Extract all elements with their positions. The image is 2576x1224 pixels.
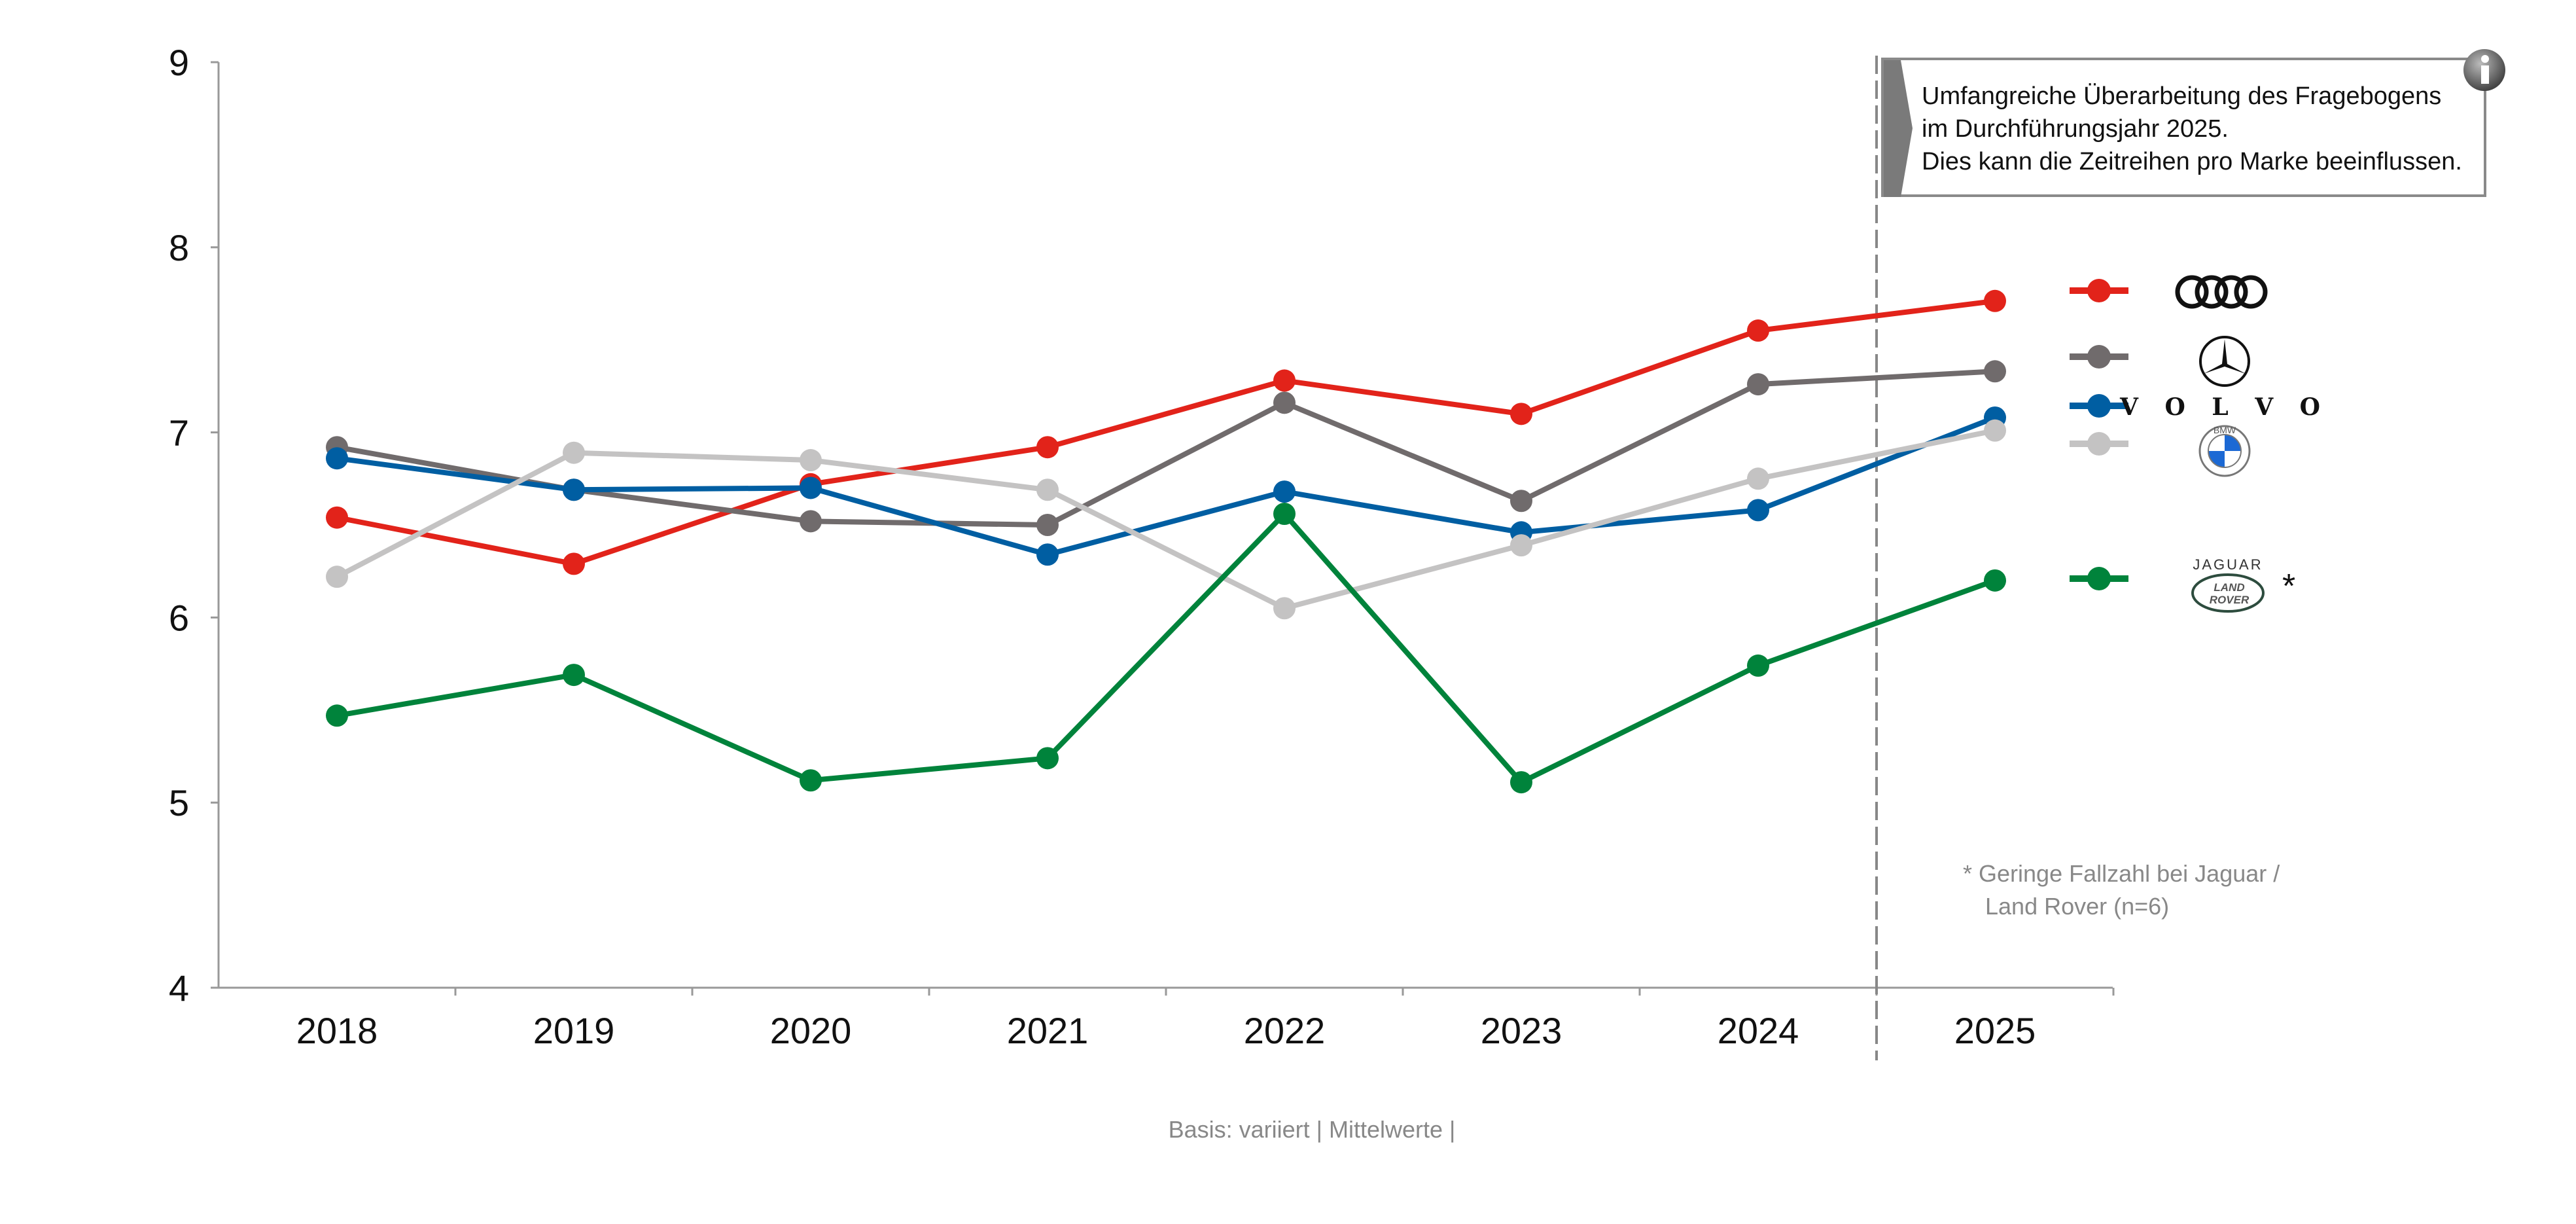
legend-marker	[2087, 345, 2111, 369]
x-tick-label: 2022	[1244, 1010, 1326, 1051]
bmw-logo-icon: BMW	[2198, 425, 2251, 477]
series-line	[336, 510, 1996, 786]
data-point	[563, 664, 585, 687]
series-line	[336, 298, 1996, 567]
bmw-letters: BMW	[2214, 425, 2236, 435]
data-point	[1747, 373, 1769, 396]
legend-marker	[2087, 279, 2111, 302]
series-audi	[326, 289, 2006, 575]
note-line-2: im Durchführungsjahr 2025.	[1922, 115, 2229, 143]
audi-ring	[2195, 275, 2229, 309]
data-point	[800, 510, 822, 533]
x-tick-label: 2018	[296, 1010, 378, 1051]
footnote-line-2: Land Rover (n=6)	[1985, 893, 2170, 920]
footnote: * Geringe Fallzahl bei Jaguar / Land Rov…	[1963, 857, 2280, 923]
x-tick-label: 2019	[533, 1010, 615, 1051]
legend-marker	[2087, 567, 2111, 590]
mercedes-logo-icon	[2199, 336, 2250, 387]
data-point	[326, 506, 348, 529]
data-point	[1984, 289, 2006, 312]
y-tick-label: 4	[169, 967, 189, 1009]
legend-marker	[2087, 432, 2111, 456]
jlr-asterisk: *	[2282, 567, 2296, 605]
data-point	[1036, 436, 1059, 459]
data-point	[1510, 490, 1532, 513]
bmw-quadrant	[2225, 435, 2241, 451]
series-line	[336, 369, 1996, 528]
data-point	[1273, 480, 1296, 503]
land-rover-oval	[2191, 573, 2265, 613]
series-line	[336, 427, 1996, 611]
legend-item-volvo	[2070, 394, 2128, 418]
legend-item-bmw	[2070, 432, 2128, 456]
data-point	[1510, 771, 1532, 794]
x-tick-label: 2024	[1718, 1010, 1799, 1051]
data-point	[563, 478, 585, 501]
data-point	[1036, 543, 1059, 566]
data-point	[1747, 654, 1769, 677]
info-note-box: Umfangreiche Überarbeitung des Frageboge…	[1881, 49, 2505, 197]
info-icon[interactable]	[2461, 47, 2507, 93]
data-point	[1273, 503, 1296, 526]
bmw-inner-ring	[2208, 434, 2242, 468]
data-point	[1747, 499, 1769, 522]
data-point	[1036, 478, 1059, 501]
data-point	[1510, 403, 1532, 425]
data-point	[1273, 391, 1296, 414]
note-line-1: Umfangreiche Überarbeitung des Frageboge…	[1922, 82, 2442, 110]
legend-item-mercedes-benz	[2070, 345, 2128, 369]
series-jaguar-land-rover	[326, 503, 2006, 794]
data-point	[1273, 369, 1296, 392]
data-point	[326, 704, 348, 727]
data-point	[1984, 360, 2006, 383]
mercedes-ring	[2199, 336, 2250, 387]
data-point	[1036, 514, 1059, 536]
data-point	[800, 769, 822, 792]
legend-marker	[2087, 394, 2111, 418]
legend-item-jaguar-land-rover	[2070, 567, 2128, 590]
data-point	[1036, 747, 1059, 770]
legend-item-audi	[2070, 279, 2128, 302]
y-tick-label: 7	[169, 412, 189, 454]
note-line-3: Dies kann die Zeitreihen pro Marke beein…	[1922, 148, 2462, 175]
footnote-line-1: * Geringe Fallzahl bei Jaguar /	[1963, 860, 2280, 887]
data-point	[563, 441, 585, 464]
data-point	[1984, 419, 2006, 442]
land-rover-word-2: ROVER	[2210, 594, 2250, 606]
land-rover-word-1: LAND	[2214, 581, 2244, 594]
basis-note: Basis: variiert | Mittelwerte |	[1168, 1116, 1456, 1143]
bmw-quadrant	[2208, 451, 2225, 467]
y-tick-label: 8	[169, 227, 189, 268]
data-point	[1273, 597, 1296, 620]
data-point	[1747, 467, 1769, 490]
volvo-logo-icon: V O L V O	[2119, 393, 2329, 421]
series-line	[336, 415, 1996, 558]
x-tick-label: 2020	[770, 1010, 852, 1051]
audi-ring	[2234, 275, 2268, 309]
data-point	[326, 566, 348, 588]
audi-ring	[2214, 275, 2248, 309]
data-point	[800, 477, 822, 499]
y-tick-label: 5	[169, 782, 189, 823]
y-tick-label: 6	[169, 597, 189, 638]
jaguar-wordmark: JAGUAR	[2193, 556, 2263, 573]
mercedes-star	[2204, 339, 2246, 374]
data-point	[1510, 534, 1532, 557]
data-point	[563, 552, 585, 575]
data-point	[1747, 319, 1769, 342]
audi-ring	[2175, 275, 2209, 309]
audi-logo-icon	[2175, 275, 2268, 309]
data-point	[800, 449, 822, 472]
data-point	[1984, 569, 2006, 592]
series-bmw	[326, 419, 2006, 620]
y-tick-label: 9	[169, 42, 189, 83]
x-tick-label: 2023	[1481, 1010, 1562, 1051]
arrow-marker-icon	[1884, 60, 1913, 197]
data-point	[326, 447, 348, 470]
x-tick-label: 2025	[1954, 1010, 2036, 1051]
x-tick-label: 2021	[1007, 1010, 1089, 1051]
